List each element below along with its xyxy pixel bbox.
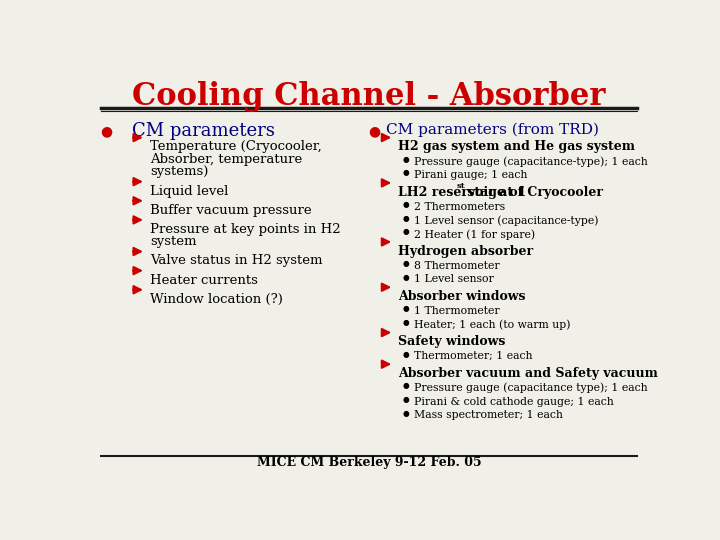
- Text: Buffer vacuum pressure: Buffer vacuum pressure: [150, 204, 312, 217]
- Text: Thermometer; 1 each: Thermometer; 1 each: [413, 352, 532, 361]
- Text: ●: ●: [402, 154, 409, 164]
- Text: st: st: [456, 182, 465, 190]
- Text: Heater currents: Heater currents: [150, 274, 258, 287]
- Text: ●: ●: [402, 349, 409, 359]
- Text: 2 Thermometers: 2 Thermometers: [413, 201, 505, 212]
- Text: 1 Thermometer: 1 Thermometer: [413, 306, 499, 316]
- Text: Pirani & cold cathode gauge; 1 each: Pirani & cold cathode gauge; 1 each: [413, 396, 613, 407]
- Text: stage of Cryocooler: stage of Cryocooler: [463, 186, 603, 199]
- Text: Valve status in H2 system: Valve status in H2 system: [150, 254, 323, 267]
- Text: ●: ●: [402, 214, 409, 222]
- Text: Liquid level: Liquid level: [150, 185, 229, 198]
- Text: ●: ●: [369, 124, 381, 138]
- Text: Pressure at key points in H2: Pressure at key points in H2: [150, 223, 341, 236]
- Text: Pirani gauge; 1 each: Pirani gauge; 1 each: [413, 170, 527, 180]
- Text: Safety windows: Safety windows: [398, 335, 505, 348]
- Text: 8 Thermometer: 8 Thermometer: [413, 261, 499, 271]
- Text: ●: ●: [402, 227, 409, 237]
- Text: Temperature (Cryocooler,: Temperature (Cryocooler,: [150, 140, 322, 153]
- Text: ●: ●: [101, 124, 113, 138]
- Text: Pressure gauge (capacitance type); 1 each: Pressure gauge (capacitance type); 1 eac…: [413, 383, 647, 394]
- Text: system: system: [150, 235, 197, 248]
- Text: MICE CM Berkeley 9-12 Feb. 05: MICE CM Berkeley 9-12 Feb. 05: [257, 456, 481, 469]
- Text: ●: ●: [402, 273, 409, 282]
- Text: 1 Level sensor (capacitance-type): 1 Level sensor (capacitance-type): [413, 215, 598, 226]
- Text: Heater; 1 each (to warm up): Heater; 1 each (to warm up): [413, 320, 570, 330]
- Text: ●: ●: [402, 259, 409, 268]
- Text: ●: ●: [402, 409, 409, 417]
- Text: Pressure gauge (capacitance-type); 1 each: Pressure gauge (capacitance-type); 1 eac…: [413, 156, 647, 167]
- Text: 1 Level sensor: 1 Level sensor: [413, 274, 493, 285]
- Text: ●: ●: [402, 168, 409, 177]
- Text: H2 gas system and He gas system: H2 gas system and He gas system: [398, 140, 635, 153]
- Text: ●: ●: [402, 318, 409, 327]
- Text: Cooling Channel - Absorber: Cooling Channel - Absorber: [132, 82, 606, 112]
- Text: ●: ●: [402, 200, 409, 209]
- Text: Absorber windows: Absorber windows: [398, 290, 526, 303]
- Text: ●: ●: [402, 381, 409, 390]
- Text: Hydrogen absorber: Hydrogen absorber: [398, 245, 533, 258]
- Text: CM parameters: CM parameters: [132, 122, 275, 140]
- Text: Mass spectrometer; 1 each: Mass spectrometer; 1 each: [413, 410, 562, 420]
- Text: Absorber, temperature: Absorber, temperature: [150, 153, 302, 166]
- Text: LH2 reservoir at 1: LH2 reservoir at 1: [398, 186, 526, 199]
- Text: Window location (?): Window location (?): [150, 293, 283, 306]
- Text: 2 Heater (1 for spare): 2 Heater (1 for spare): [413, 229, 535, 240]
- Text: ●: ●: [402, 305, 409, 313]
- Text: systems): systems): [150, 165, 209, 178]
- Text: ●: ●: [402, 395, 409, 404]
- Text: CM parameters (from TRD): CM parameters (from TRD): [386, 122, 599, 137]
- Text: Absorber vacuum and Safety vacuum: Absorber vacuum and Safety vacuum: [398, 367, 658, 380]
